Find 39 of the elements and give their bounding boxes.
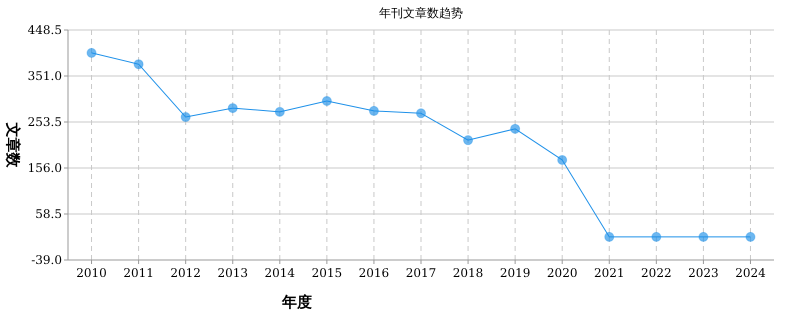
point: [368, 106, 379, 116]
y-tick-label: -39.0: [31, 253, 62, 268]
x-tick-label: 2020: [546, 266, 578, 280]
point: [463, 135, 474, 146]
point: [510, 124, 520, 134]
x-tick-label: 2024: [735, 266, 766, 280]
y-tick-label: 448.5: [28, 23, 62, 38]
x-tick-label: 2018: [452, 266, 484, 280]
x-tick-label: 2010: [76, 266, 107, 280]
y-tick-label: 58.5: [35, 207, 62, 222]
x-tick-label: 2015: [312, 266, 342, 280]
x-tick-label: 2011: [123, 266, 154, 280]
y-tick-label: 156.0: [28, 161, 62, 176]
point: [698, 232, 708, 242]
y-tick-label: 351.0: [28, 69, 62, 84]
point: [134, 59, 144, 70]
point: [557, 154, 568, 165]
point: [274, 106, 285, 117]
x-tick-label: 2023: [688, 266, 719, 280]
point: [604, 232, 614, 242]
x-tick-label: 2014: [264, 266, 296, 280]
point: [651, 232, 662, 242]
point: [745, 232, 756, 242]
x-axis-title: 年度: [281, 293, 312, 311]
point: [86, 48, 97, 58]
chart-title: 年刊文章数趋势: [379, 6, 463, 20]
point: [322, 96, 332, 106]
x-tick-label: 2013: [217, 266, 248, 280]
x-tick-label: 2012: [170, 266, 201, 280]
x-tick-label: 2017: [406, 266, 436, 280]
x-tick-label: 2021: [594, 266, 625, 280]
point: [228, 103, 238, 114]
y-axis-title: 文章数: [4, 122, 22, 168]
y-tick-label: 253.5: [28, 115, 62, 130]
x-tick-label: 2019: [500, 266, 530, 280]
point: [416, 108, 426, 118]
point: [180, 112, 191, 122]
x-tick-label: 2022: [641, 266, 672, 280]
x-tick-label: 2016: [358, 266, 390, 280]
